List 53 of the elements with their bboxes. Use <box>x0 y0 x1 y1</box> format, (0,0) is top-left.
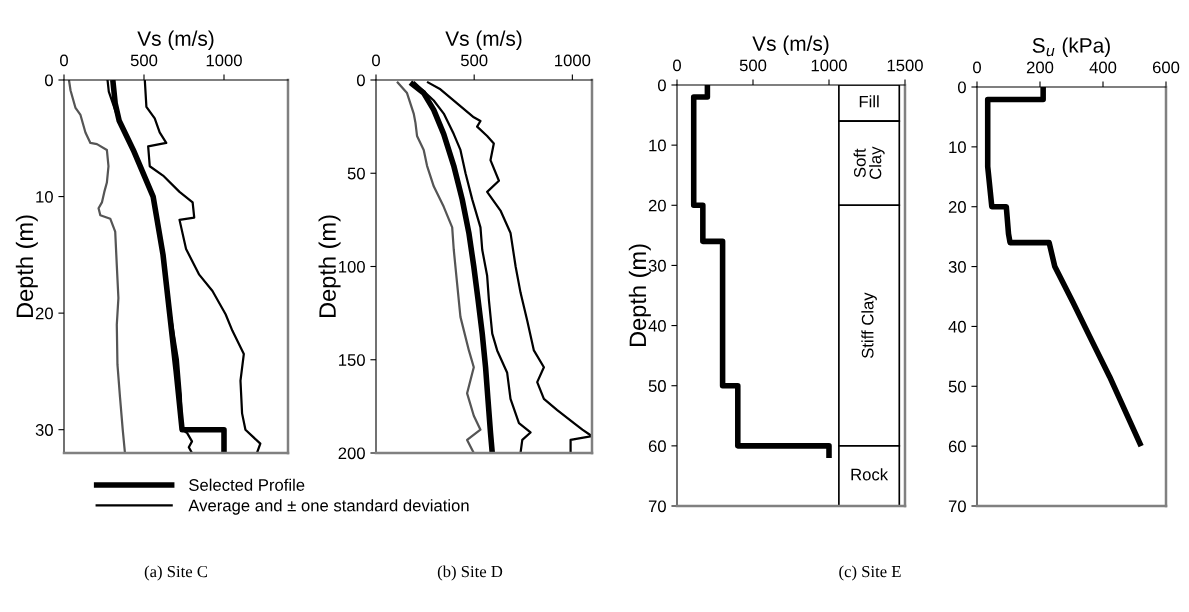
legend-label: Selected Profile <box>189 478 305 491</box>
x-tick-label: 500 <box>739 59 767 72</box>
y-tick-label: 10 <box>36 190 53 203</box>
x-tick-label: 1000 <box>206 54 242 67</box>
y-tick-label: 40 <box>948 320 966 333</box>
band-label: Fill <box>859 95 879 108</box>
x-tick-label: 1500 <box>887 59 923 72</box>
band-label: Soft Clay <box>853 146 885 180</box>
x-tick-label: 0 <box>673 59 681 72</box>
y-tick-label: 30 <box>948 260 966 273</box>
y-tick-label: 60 <box>648 440 666 453</box>
text: (c) Site E <box>839 565 901 581</box>
y-tick-label: 0 <box>657 79 666 92</box>
x-tick-label: 400 <box>1089 61 1117 74</box>
x-tick-label: 0 <box>60 54 68 67</box>
y-tick-label: 50 <box>948 380 966 393</box>
x-tick-label: 500 <box>130 54 158 67</box>
text: (b) Site D <box>437 565 503 581</box>
x-tick-label: 0 <box>973 61 981 74</box>
y-tick-label: 20 <box>35 307 53 320</box>
x-tick-label: 600 <box>1152 61 1180 74</box>
y-tick-label: 0 <box>44 74 53 87</box>
y-axis-title: Depth (m) <box>15 215 38 318</box>
y-tick-label: 70 <box>948 500 966 513</box>
x-tick-label: 0 <box>372 54 380 67</box>
y-tick-label: 30 <box>648 259 666 272</box>
x-axis-title: Vs (m/s) <box>445 30 522 51</box>
band-label: Rock <box>851 468 889 481</box>
y-tick-label: 20 <box>948 201 966 213</box>
y-tick-label: 50 <box>347 167 365 180</box>
x-tick-label: 500 <box>460 54 488 67</box>
legend-label: Average and ± one standard deviation <box>188 499 469 515</box>
y-tick-label: 70 <box>648 500 666 513</box>
x-axis-title: S$_{u}$ (kPa) <box>1032 37 1110 57</box>
y-tick-label: 30 <box>35 424 53 436</box>
y-tick-label: 0 <box>356 74 365 87</box>
y-tick-label: 10 <box>949 141 966 154</box>
x-tick-label: 200 <box>1026 61 1054 74</box>
y-axis-title: Depth (m) <box>318 215 341 318</box>
y-tick-label: 10 <box>649 139 666 152</box>
y-tick-label: 0 <box>957 81 966 94</box>
text: (a) Site C <box>144 565 208 581</box>
y-tick-label: 60 <box>948 440 966 453</box>
x-tick-label: 1000 <box>555 54 591 67</box>
y-tick-label: 20 <box>648 199 666 212</box>
y-tick-label: 150 <box>339 354 365 366</box>
x-axis-title: Vs (m/s) <box>752 35 829 56</box>
x-axis-title: Vs (m/s) <box>137 30 214 51</box>
band-label: Stiff Clay <box>861 292 877 359</box>
y-tick-label: 50 <box>648 380 666 392</box>
y-tick-label: 100 <box>339 260 365 273</box>
x-tick-label: 1000 <box>811 59 847 72</box>
y-tick-label: 200 <box>338 447 365 460</box>
